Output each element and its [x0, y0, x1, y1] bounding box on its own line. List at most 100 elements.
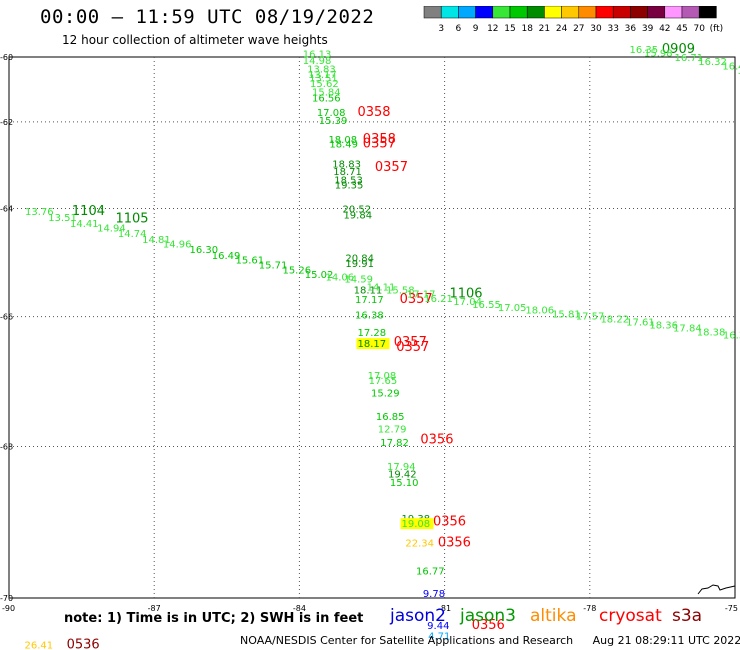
wave-height-value: 14.98: [303, 56, 332, 67]
wave-height-value: 22.34: [405, 538, 434, 549]
pass-time-label: 1104: [72, 204, 105, 219]
wave-height-value: 15.81: [552, 309, 581, 320]
wave-height-value: 14.81: [142, 235, 171, 246]
wave-height-value: 18.08: [328, 135, 357, 146]
wave-height-value: 16.35: [629, 45, 658, 56]
pass-time-label: 0356: [472, 618, 505, 633]
longitude-label: -75: [725, 604, 738, 613]
wave-height-value: 16.39: [723, 330, 740, 341]
wave-height-value: 15.61: [236, 256, 265, 267]
wave-height-value: 14.06: [326, 272, 355, 283]
colorbar-tick-label: 70: [693, 24, 705, 34]
pass-time-label: 0358: [357, 105, 390, 120]
wave-height-value: 17.65: [369, 376, 398, 387]
latitude-label: -62: [0, 118, 13, 127]
wave-height-value: 13.17: [308, 70, 337, 81]
colorbar-tick-label: 3: [438, 24, 444, 34]
wave-height-value: 16.71: [675, 53, 704, 64]
wave-height-value: 20.84: [345, 254, 374, 265]
wave-height-value: 18.36: [649, 321, 678, 332]
pass-time-label: 0357: [375, 160, 408, 175]
pass-time-label: 0356: [438, 535, 471, 550]
wave-height-value: 12.79: [378, 425, 407, 436]
longitude-label: -78: [583, 604, 596, 613]
wave-height-value: 17.17: [355, 295, 384, 306]
wave-height-value: 17.82: [380, 438, 409, 449]
wave-height-value: 16.38: [355, 310, 384, 321]
color-legend: 3 6 9 12 15 18 21 24 27 30 33 36 39 42 45 70 (ft): [423, 6, 723, 34]
colorbar-tick-label: 39: [642, 24, 654, 34]
latitude-label: -60: [0, 53, 13, 62]
wave-height-value: 15.39: [319, 116, 348, 127]
pass-time-label: 0356: [433, 515, 466, 530]
wave-height-value: 26.41: [24, 641, 53, 650]
wave-height-value: 16.85: [376, 412, 405, 423]
footer-credit: NOAA/NESDIS Center for Satellite Applica…: [240, 634, 740, 647]
wave-height-value: 17.08: [368, 371, 397, 382]
wave-height-value: 13.51: [48, 213, 77, 224]
colorbar-tick-label: 27: [573, 24, 584, 34]
wave-height-value: 16.30: [190, 245, 219, 256]
pass-time-label: 0357: [363, 136, 396, 151]
wave-height-value: 17.57: [576, 312, 605, 323]
wave-height-value: 19.84: [343, 210, 372, 221]
colorbar-tick-label: 30: [590, 24, 602, 34]
wave-height-value: 18.11: [354, 285, 383, 296]
observation-highlight: [356, 338, 390, 350]
wave-height-value: 15.29: [371, 389, 400, 400]
wave-height-value: 13.83: [307, 65, 336, 76]
colorbar-swatch: [698, 6, 717, 19]
wave-height-value: 15.10: [390, 478, 419, 489]
latitude-label: -70: [0, 594, 13, 603]
latitude-label: -64: [0, 204, 13, 213]
pass-time-label: 0536: [67, 638, 100, 650]
wave-height-value: 18.06: [525, 306, 554, 317]
wave-height-value: 15.98: [644, 49, 673, 60]
wave-height-value: 9.44: [427, 621, 449, 632]
wave-height-value: 14.94: [97, 223, 126, 234]
wave-height-value: 17.28: [357, 328, 386, 339]
generated-timestamp: Aug 21 08:29:11 UTC 2022: [592, 634, 740, 647]
wave-height-value: 15.84: [312, 88, 341, 99]
wave-height-value: 13.51: [309, 73, 338, 84]
footer-note: note: 1) Time is in UTC; 2) SWH is in fe…: [64, 611, 364, 626]
wave-height-value: 18.38: [697, 327, 726, 338]
longitude-label: -84: [293, 604, 306, 613]
wave-height-value: 4.71: [428, 631, 450, 642]
wave-height-value: 15.62: [310, 79, 339, 90]
wave-height-value: 17.61: [626, 318, 655, 329]
wave-height-value: 17.08: [317, 108, 346, 119]
latitude-label: -66: [0, 313, 13, 322]
credit-text: NOAA/NESDIS Center for Satellite Applica…: [240, 634, 574, 647]
wave-height-value: 20.52: [342, 204, 371, 215]
wave-height-value: 16.55: [472, 300, 501, 311]
observation-highlight: [400, 518, 434, 530]
colorbar-tick-label: 6: [456, 24, 462, 34]
wave-height-value: 16.44: [722, 61, 740, 72]
wave-height-value: 15.58: [386, 285, 415, 296]
wave-height-value: 16.77: [416, 567, 445, 578]
wave-height-value: 16.32: [698, 57, 727, 68]
coastline: [697, 584, 736, 595]
legend-cryosat: cryosat: [599, 606, 662, 626]
wave-height-value: 14.11: [367, 282, 396, 293]
map-subtitle: 12 hour collection of altimeter wave hei…: [62, 33, 328, 47]
wave-height-value: 15.71: [259, 261, 288, 272]
wave-height-value: 15.26: [282, 266, 311, 277]
wave-height-value: 13.76: [25, 207, 54, 218]
longitude-label: -87: [148, 604, 161, 613]
pass-time-label: 0909: [662, 42, 695, 57]
wave-height-value: 14.59: [344, 275, 373, 286]
wave-height-value: 18.49: [329, 139, 358, 150]
colorbar-tick-label: 36: [625, 24, 637, 34]
wave-height-value: 19.91: [345, 259, 374, 270]
wave-height-value: 15.02: [305, 270, 334, 281]
wave-height-value: 18.83: [332, 159, 361, 170]
wave-height-value: 19.42: [388, 469, 417, 480]
pass-time-label: 0358: [363, 132, 396, 147]
colorbar-tick-label: 12: [487, 24, 498, 34]
map-title: 00:00 – 11:59 UTC 08/19/2022: [40, 6, 375, 28]
longitude-label: -81: [438, 604, 451, 613]
wave-height-value: 19.08: [402, 519, 431, 530]
